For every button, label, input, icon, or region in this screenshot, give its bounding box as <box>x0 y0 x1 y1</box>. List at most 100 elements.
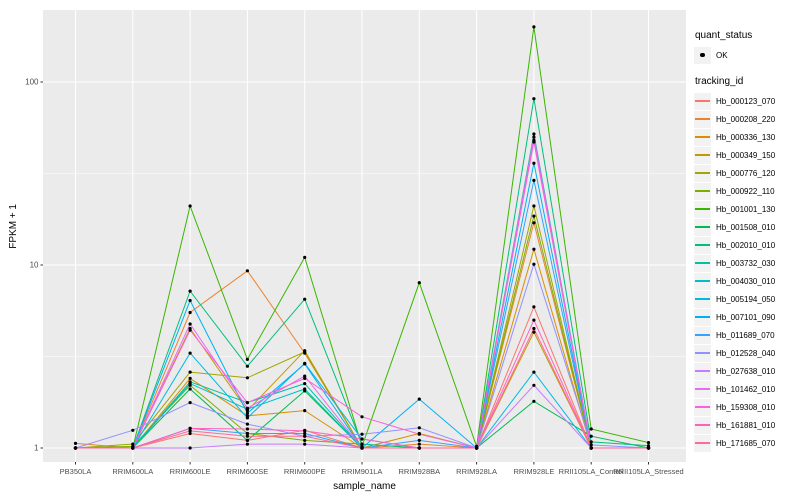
data-point <box>417 446 421 450</box>
data-point <box>188 289 192 293</box>
line-swatch-icon <box>695 154 710 156</box>
data-point <box>303 350 307 354</box>
data-point <box>360 442 364 446</box>
x-axis-title: sample_name <box>333 481 396 492</box>
legend-item-label: Hb_000776_120 <box>716 168 776 178</box>
line-swatch-icon <box>695 352 710 354</box>
data-point <box>532 330 536 334</box>
legend-item-label: Hb_027638_010 <box>716 366 776 376</box>
legend-title-tracking-id: tracking_id <box>695 76 744 87</box>
legend-key-box <box>694 146 711 164</box>
data-point <box>417 281 421 285</box>
data-point <box>646 441 651 445</box>
data-point <box>188 204 192 208</box>
data-point <box>245 416 249 420</box>
data-point <box>131 442 135 446</box>
data-point <box>188 310 192 315</box>
legend-key-box <box>694 380 711 398</box>
data-point <box>532 326 536 331</box>
line-swatch-icon <box>695 190 710 192</box>
legend-item-label: Hb_101462_010 <box>716 384 776 394</box>
x-tick-label: RRIM600LA <box>112 467 153 476</box>
data-point <box>303 297 307 301</box>
legend-item-label: Hb_005194_050 <box>716 294 776 304</box>
data-point <box>589 443 593 447</box>
data-point <box>303 387 307 391</box>
legend-item: Hb_002010_010 <box>694 236 800 254</box>
data-point <box>188 401 192 405</box>
data-point <box>303 362 307 366</box>
legend-key-box <box>694 344 711 362</box>
line-swatch-icon <box>695 442 710 444</box>
data-point <box>303 374 307 378</box>
legend-item-label: Hb_007101_090 <box>716 312 776 322</box>
legend-item: Hb_000922_110 <box>694 182 800 200</box>
legend-item: Hb_000349_150 <box>694 146 800 164</box>
legend-key-box <box>694 218 711 236</box>
legend-item: Hb_159308_010 <box>694 398 800 416</box>
data-point <box>360 437 364 441</box>
data-point <box>188 351 192 355</box>
data-point <box>245 438 249 442</box>
legend-item-label: Hb_003732_030 <box>716 258 776 268</box>
line-swatch-icon <box>695 334 710 336</box>
x-tick-label: RRII105LA_Control <box>559 467 624 476</box>
legend-key-box <box>694 398 711 416</box>
legend-key-box <box>694 254 711 272</box>
data-point <box>532 214 536 218</box>
x-tick-label: RRIM901LA <box>342 467 383 476</box>
legend-item: Hb_007101_090 <box>694 308 800 326</box>
legend-key-box <box>694 92 711 110</box>
x-tick-label: RRIM600PE <box>284 467 326 476</box>
legend-item-label: OK <box>716 50 728 60</box>
legend-key-box <box>694 182 711 200</box>
y-tick-label: 10 <box>30 261 39 270</box>
line-swatch-icon <box>695 298 710 300</box>
line-swatch-icon <box>695 244 710 246</box>
legend-item-label: Hb_000336_130 <box>716 132 776 142</box>
line-swatch-icon <box>695 172 710 174</box>
legend-key-box <box>694 272 711 290</box>
data-point <box>73 441 78 445</box>
plot-panel <box>43 10 686 462</box>
data-point <box>589 427 593 431</box>
data-point <box>417 432 421 436</box>
line-swatch-icon <box>695 316 710 318</box>
legend-item-label: Hb_002010_010 <box>716 240 776 250</box>
legend-item: Hb_000776_120 <box>694 164 800 182</box>
legend-item: Hb_001001_130 <box>694 200 800 218</box>
legend-item-label: Hb_001508_010 <box>716 222 776 232</box>
legend-item: Hb_027638_010 <box>694 362 800 380</box>
line-swatch-icon <box>695 262 710 264</box>
data-point <box>532 305 536 309</box>
data-point <box>532 178 536 182</box>
data-point <box>589 446 593 450</box>
data-point <box>188 376 192 380</box>
y-tick-label: 100 <box>25 78 39 87</box>
legend-item: Hb_000123_070 <box>694 92 800 110</box>
data-point <box>417 438 421 442</box>
data-point <box>188 382 192 386</box>
legend-item-label: Hb_000922_110 <box>716 186 775 196</box>
data-point <box>131 428 135 432</box>
legend-key-box <box>694 362 711 380</box>
line-swatch-icon <box>695 370 710 372</box>
data-point <box>417 397 421 401</box>
data-point <box>532 399 536 403</box>
data-point <box>303 438 307 442</box>
data-point <box>188 322 192 326</box>
data-point <box>245 427 249 431</box>
data-point <box>303 409 307 413</box>
data-point <box>188 431 192 436</box>
legend-title-quant-status: quant_status <box>695 30 753 41</box>
point-marker-icon <box>700 52 705 58</box>
data-point <box>245 364 249 368</box>
legend-item-label: Hb_001001_130 <box>716 204 776 214</box>
data-point <box>303 376 307 380</box>
x-tick-label: RRIM928LA <box>456 467 497 476</box>
data-point <box>532 318 536 322</box>
data-point <box>532 221 536 225</box>
data-point <box>532 132 536 136</box>
line-swatch-icon <box>695 406 710 408</box>
data-point <box>532 25 536 29</box>
